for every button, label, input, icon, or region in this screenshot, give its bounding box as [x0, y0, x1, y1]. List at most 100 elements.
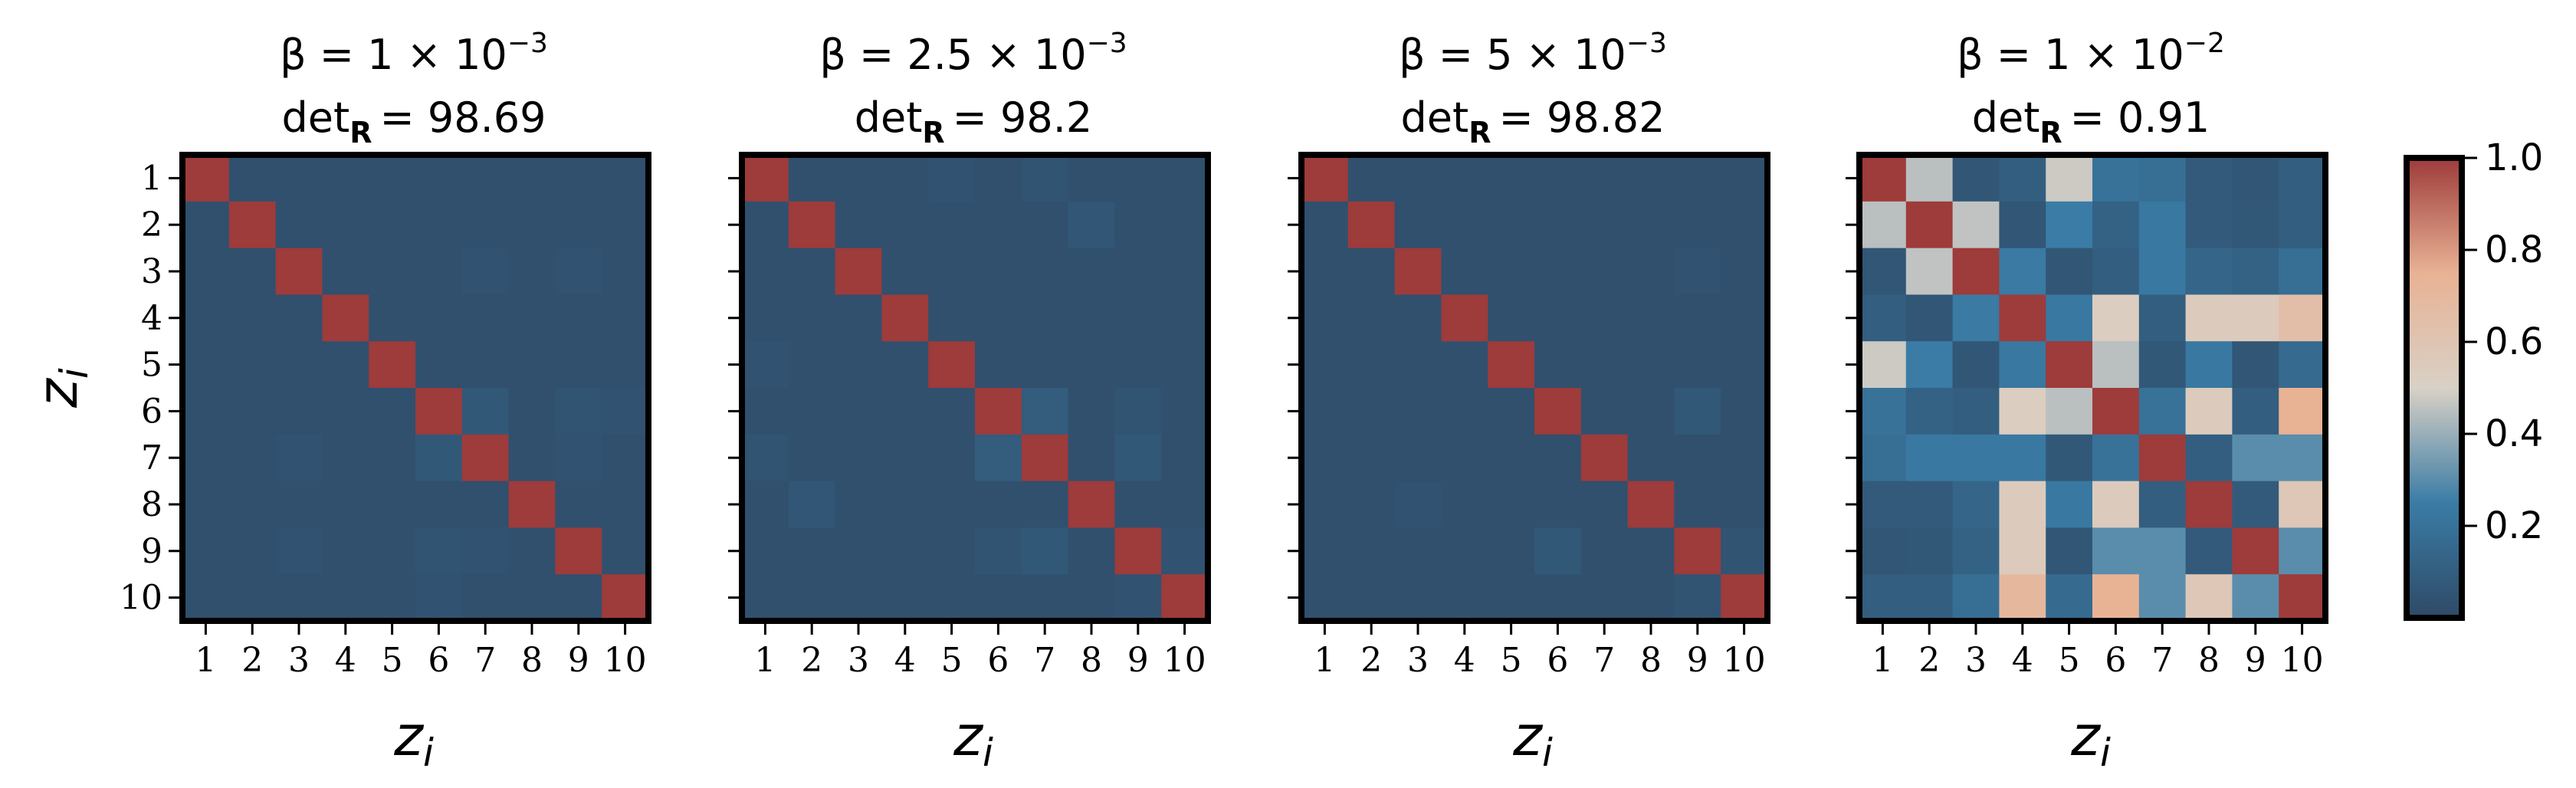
cell-r5-c9	[555, 341, 602, 389]
panel-2: β = 2.5 × 10−3 detR = 98.2 1 2 3 4 5 6 7 8 9 10 zi	[728, 28, 1211, 775]
cell-r2-c4	[322, 201, 369, 249]
cell-r1-c1	[182, 155, 230, 202]
cell-r5-c8	[1068, 341, 1115, 389]
cell-r10-c3	[275, 574, 323, 622]
cell-r7-c8	[2185, 434, 2233, 482]
cell-r2-c3	[1952, 201, 2000, 249]
cell-r3-c4	[322, 248, 369, 295]
cell-r8-c6	[1534, 481, 1582, 528]
panel-1-beta-title: β = 1 × 10−3	[280, 28, 548, 79]
cell-r1-c3	[835, 155, 882, 202]
cell-r5-c1	[182, 341, 230, 389]
cell-r5-c3	[835, 341, 882, 389]
cell-r9-c3	[1394, 527, 1442, 575]
cell-r9-c2	[788, 527, 836, 575]
cell-r4-c4	[322, 294, 369, 342]
cell-r3-c1	[1301, 248, 1349, 295]
cell-r9-c5	[369, 527, 416, 575]
cell-r2-c4	[881, 201, 929, 249]
cell-r3-c4	[1441, 248, 1488, 295]
cell-r4-c6	[1534, 294, 1582, 342]
cell-r3-c1	[1859, 248, 1907, 295]
cell-r2-c7	[2138, 201, 2187, 249]
cell-r6-c8	[1627, 388, 1675, 435]
panel-4-det-title: detR = 0.91	[1972, 94, 2210, 149]
cell-r2-c8	[508, 201, 556, 249]
cell-r2-c6	[975, 201, 1022, 249]
cell-r5-c5	[2046, 341, 2093, 389]
cell-r6-c2	[228, 388, 277, 435]
cell-r7-c2	[1905, 434, 1954, 482]
cell-r5-c9	[2232, 341, 2279, 389]
cell-r2-c2	[788, 201, 836, 249]
cell-r7-c6	[975, 434, 1022, 482]
x-tick-label: 9	[568, 641, 589, 680]
cell-r4-c6	[415, 294, 463, 342]
cell-r5-c6	[415, 341, 463, 389]
cell-r9-c8	[508, 527, 556, 575]
cell-r9-c10	[1161, 527, 1209, 575]
panel-2-cells	[742, 155, 1209, 622]
cell-r5-c10	[2279, 341, 2326, 389]
cell-r4-c2	[1347, 294, 1396, 342]
cell-r7-c7	[2138, 434, 2187, 482]
cell-r7-c3	[1952, 434, 2000, 482]
cell-r4-c3	[1952, 294, 2000, 342]
y-tick-label: 3	[141, 252, 162, 291]
cell-r10-c7	[461, 574, 510, 622]
cell-r8-c4	[881, 481, 929, 528]
panel-4-y-ticks	[1846, 176, 1856, 599]
y-tick-label: 4	[141, 299, 162, 338]
cell-r1-c2	[1347, 155, 1396, 202]
cell-r3-c1	[742, 248, 789, 295]
cell-r8-c10	[602, 481, 649, 528]
cell-r4-c3	[1394, 294, 1442, 342]
cell-r1-c9	[2232, 155, 2279, 202]
cell-r5-c10	[602, 341, 649, 389]
cell-r2-c8	[1068, 201, 1115, 249]
cell-r10-c9	[1674, 574, 1721, 622]
panel-4-x-ticks: 1 2 3 4 5 6 7 8 9 10	[1872, 624, 2324, 680]
cell-r7-c4	[1999, 434, 2046, 482]
x-tick-label: 10	[1163, 641, 1206, 680]
cell-r9-c7	[461, 527, 510, 575]
cell-r6-c3	[1952, 388, 2000, 435]
cell-r1-c4	[1999, 155, 2046, 202]
cell-r9-c1	[1859, 527, 1907, 575]
cell-r10-c1	[742, 574, 789, 622]
cell-r7-c5	[1488, 434, 1535, 482]
cell-r4-c10	[1161, 294, 1209, 342]
cell-r1-c9	[1674, 155, 1721, 202]
cell-r5-c5	[928, 341, 976, 389]
cell-r3-c5	[1488, 248, 1535, 295]
panel-3-frame	[1298, 152, 1770, 624]
x-tick-label: 2	[801, 641, 822, 680]
cell-r7-c3	[835, 434, 882, 482]
x-tick-label: 1	[754, 641, 776, 680]
cell-r7-c10	[602, 434, 649, 482]
panel-4-beta-title: β = 1 × 10−2	[1957, 28, 2225, 79]
cell-r3-c7	[1021, 248, 1069, 295]
cell-r10-c7	[2138, 574, 2187, 622]
cell-r10-c5	[369, 574, 416, 622]
cell-r8-c1	[1859, 481, 1907, 528]
cell-r9-c2	[1347, 527, 1396, 575]
x-tick-label: 9	[1127, 641, 1149, 680]
x-tick-label: 3	[1965, 641, 1987, 680]
cell-r6-c3	[835, 388, 882, 435]
cell-r1-c9	[1114, 155, 1162, 202]
cell-r1-c2	[788, 155, 836, 202]
panel-3-x-ticks: 1 2 3 4 5 6 7 8 9 10	[1314, 624, 1766, 680]
cell-r1-c5	[928, 155, 976, 202]
x-tick-label: 8	[521, 641, 543, 680]
cell-r6-c8	[1068, 388, 1115, 435]
cell-r8-c9	[1114, 481, 1162, 528]
cell-r1-c8	[2185, 155, 2233, 202]
cell-r7-c6	[415, 434, 463, 482]
cell-r1-c2	[228, 155, 277, 202]
x-tick-label: 6	[2105, 641, 2126, 680]
cell-r7-c8	[1627, 434, 1675, 482]
cell-r10-c1	[1301, 574, 1349, 622]
cell-r4-c6	[975, 294, 1022, 342]
